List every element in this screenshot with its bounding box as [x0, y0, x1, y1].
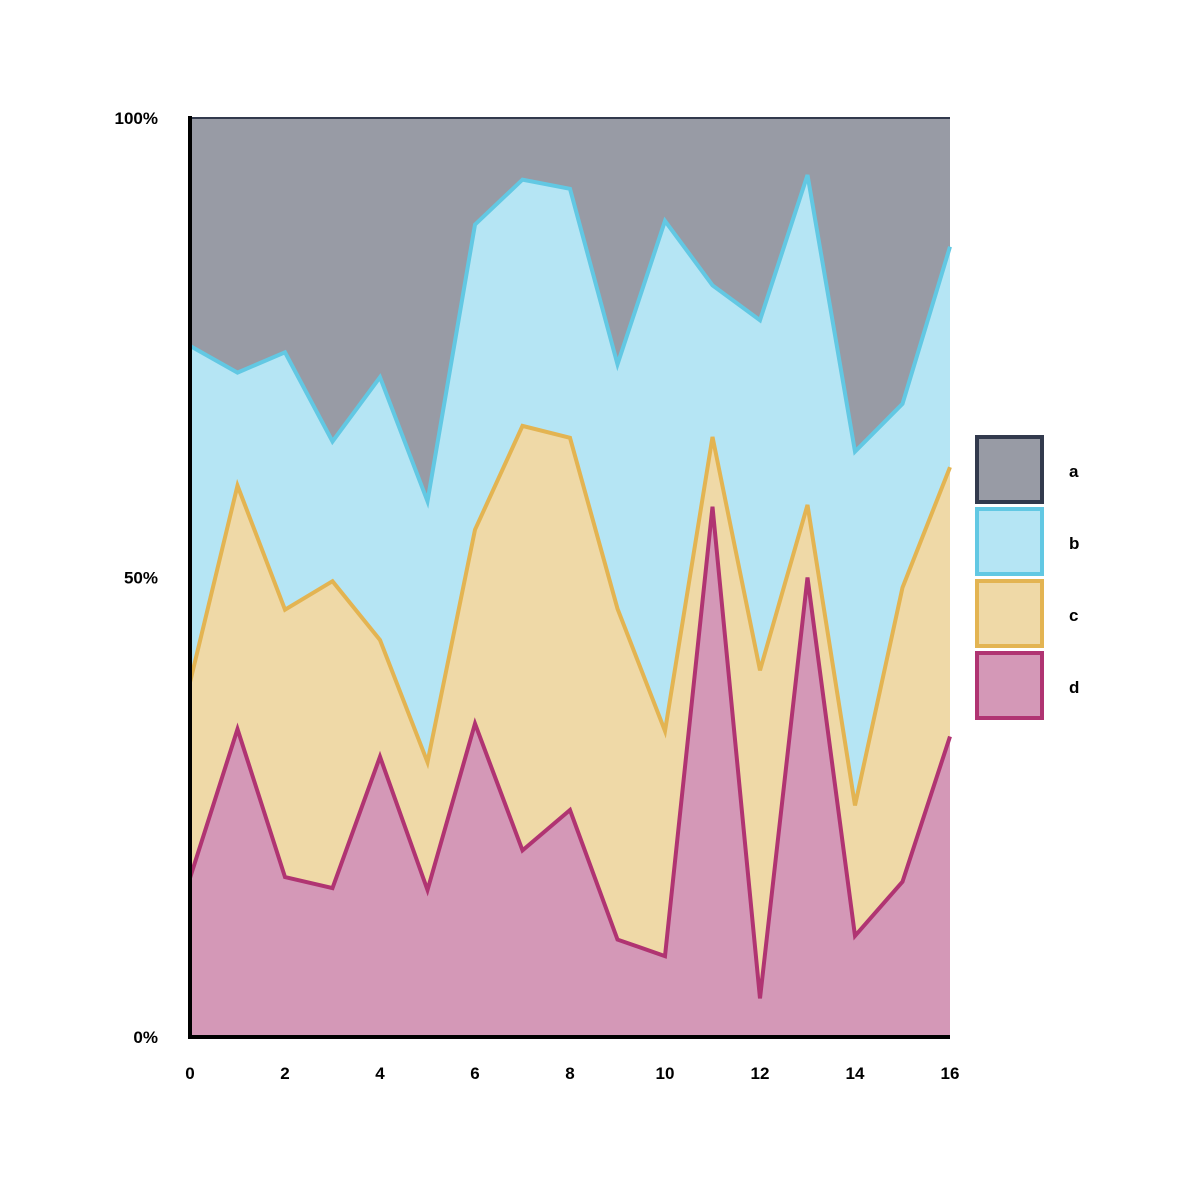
legend-swatch-c	[975, 579, 1044, 648]
area-series-a	[190, 118, 950, 502]
legend: a b c d	[975, 435, 1079, 720]
x-tick-label: 10	[656, 1064, 675, 1083]
area-series-b	[190, 175, 950, 806]
x-tick-label: 2	[280, 1064, 289, 1083]
x-tick-label: 12	[751, 1064, 770, 1083]
series-lines-group	[188, 117, 952, 999]
legend-label-d: d	[1069, 678, 1079, 697]
legend-swatch-d	[975, 651, 1044, 720]
legend-label-a: a	[1069, 462, 1079, 481]
x-tick-label: 4	[375, 1064, 385, 1083]
x-tick-label: 14	[846, 1064, 865, 1083]
area-series-d	[190, 506, 950, 1037]
x-tick-label: 0	[185, 1064, 194, 1083]
y-tick-label: 100%	[115, 109, 158, 128]
line-series-c	[188, 423, 952, 806]
x-tick-label: 6	[470, 1064, 479, 1083]
legend-swatch-a	[975, 435, 1044, 504]
x-tick-labels: 0 2 4 6 8 10 12 14 16	[185, 1064, 959, 1083]
y-tick-label: 0%	[133, 1028, 158, 1047]
line-series-b	[189, 174, 952, 509]
legend-swatch-b	[975, 507, 1044, 576]
x-tick-label: 16	[941, 1064, 960, 1083]
area-series-c	[190, 425, 950, 999]
legend-label-c: c	[1069, 606, 1078, 625]
legend-label-b: b	[1069, 534, 1079, 553]
y-tick-labels: 0% 50% 100%	[115, 109, 158, 1047]
x-tick-label: 8	[565, 1064, 574, 1083]
area-series-group	[190, 118, 950, 1037]
line-series-d	[188, 506, 952, 999]
y-tick-label: 50%	[124, 569, 158, 588]
